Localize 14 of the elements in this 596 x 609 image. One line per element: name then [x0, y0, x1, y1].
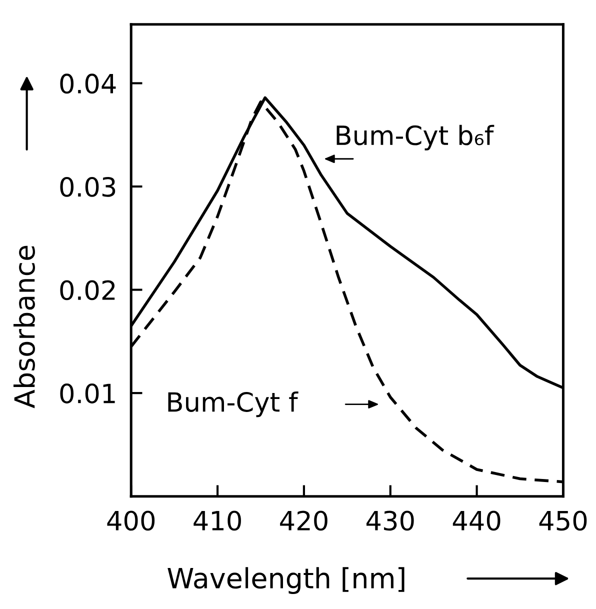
x-tick-label: 440	[452, 510, 500, 531]
y-tick-label: 0.03	[60, 176, 116, 197]
y-tick-label: 0.04	[60, 74, 116, 94]
y-tick-label: 0.02	[60, 280, 115, 300]
x-tick-label: 410	[194, 510, 241, 531]
x-tick-label: 400	[107, 510, 155, 531]
x-axis-title: Wavelength [nm]	[168, 567, 404, 594]
x-tick-label: 450	[539, 510, 587, 531]
annotation: Bum-Cyt b₆f	[336, 124, 494, 150]
y-tick-label: 0.01	[60, 384, 115, 404]
annotation: Bum-Cyt f	[168, 392, 298, 418]
y-axis-title: Absorbance	[13, 246, 35, 408]
x-tick-label: 420	[280, 510, 328, 531]
x-tick-label: 430	[366, 510, 414, 531]
